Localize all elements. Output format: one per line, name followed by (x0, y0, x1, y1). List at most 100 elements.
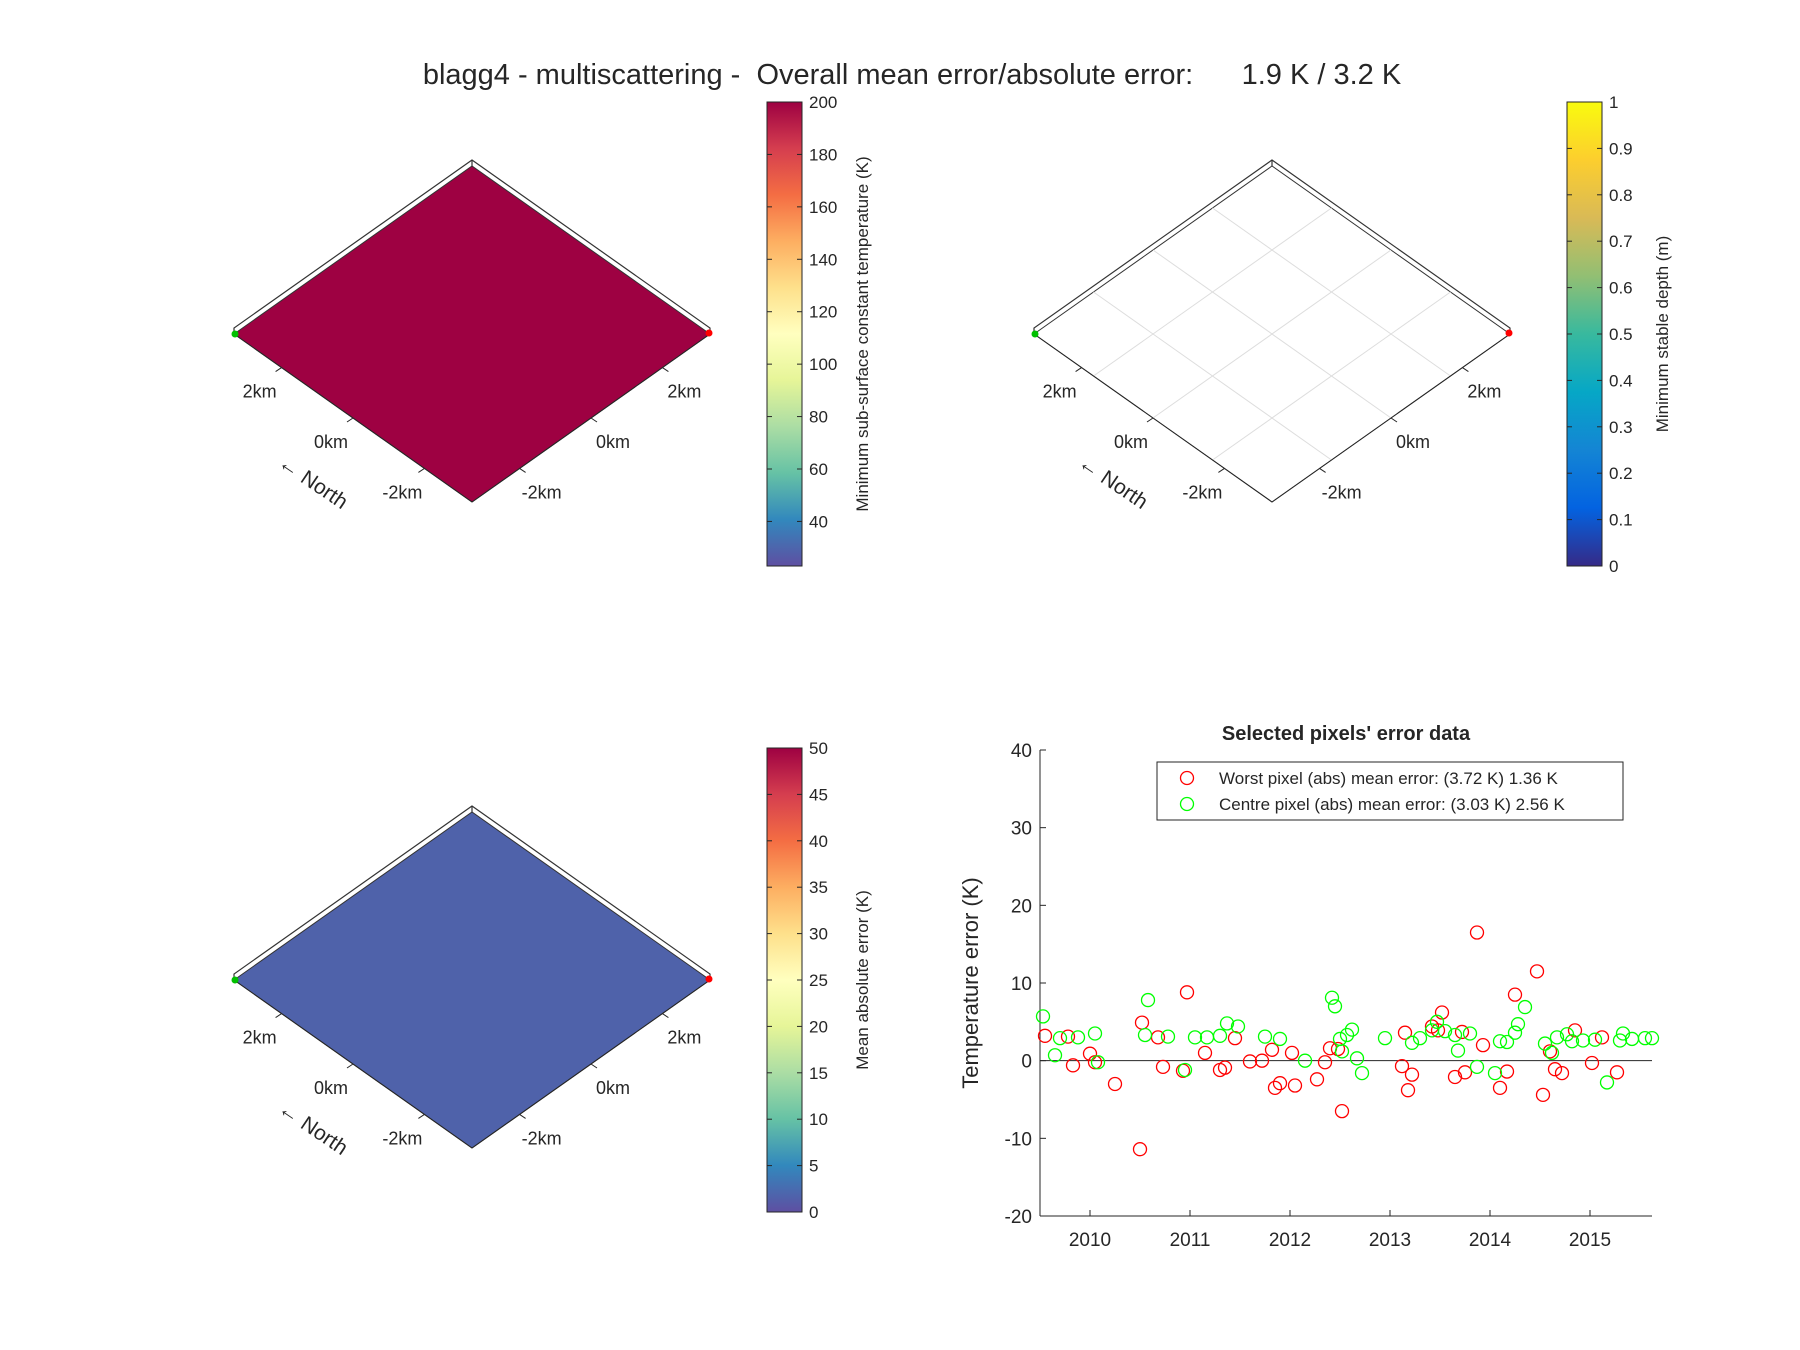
data-point (1324, 990, 1340, 1005)
data-point (1412, 1030, 1428, 1046)
worst-pixel-marker (1505, 329, 1513, 337)
map-axis-b-tick (1390, 417, 1398, 423)
data-point (1394, 1058, 1410, 1074)
data-point (1334, 1044, 1350, 1059)
map-axis-b-tick (662, 1013, 669, 1019)
data-point (1035, 1009, 1051, 1024)
legend-marker (1179, 770, 1195, 786)
colorbar (766, 747, 803, 1213)
data-point (1284, 1045, 1300, 1061)
legend: Worst pixel (abs) mean error: (3.72 K) 1… (1156, 761, 1624, 821)
colorbar-tick-label: 0 (809, 1203, 818, 1222)
map-axis-a-tick (418, 467, 425, 473)
data-point (1499, 1064, 1515, 1079)
data-point (1547, 1062, 1563, 1077)
x-tick-label: 2012 (1269, 1230, 1311, 1251)
colorbar-tick-label: 50 (809, 739, 828, 758)
centre-pixel-marker (231, 976, 239, 984)
data-point (1179, 985, 1195, 1000)
data-point (1587, 1032, 1603, 1047)
data-point (1612, 1033, 1628, 1048)
data-point (1507, 1025, 1523, 1040)
data-point (1287, 1078, 1303, 1093)
y-tick-label: -10 (1005, 1129, 1032, 1150)
map-axis-a-tick (1146, 417, 1154, 423)
data-point (1187, 1030, 1203, 1045)
data-point (1450, 1043, 1466, 1058)
data-point (1377, 1030, 1393, 1046)
north-label: ← North (274, 451, 352, 514)
colorbar-tick-label: 0.7 (1609, 232, 1633, 251)
data-point (1469, 925, 1485, 940)
data-point (1242, 1054, 1258, 1069)
data-point (1230, 1019, 1246, 1034)
data-point (1400, 1083, 1416, 1098)
map-axis-b-tick-label: -2km (522, 482, 562, 502)
y-tick-label: 30 (1011, 819, 1032, 840)
map-grid-line (1152, 249, 1392, 419)
map-axis-b-tick-label: 0km (596, 1078, 630, 1098)
data-point (1199, 1030, 1215, 1045)
map-axis-a-tick (418, 1113, 425, 1119)
colorbar-tick-label: 80 (809, 408, 828, 427)
data-point (1544, 1045, 1560, 1061)
data-point (1212, 1028, 1228, 1043)
data-point (1354, 1065, 1370, 1081)
data-point (1082, 1046, 1098, 1061)
map-axis-a-tick-label: 0km (1114, 432, 1148, 452)
map-axis-a-tick-label: -2km (382, 482, 422, 502)
centre-pixel-marker (231, 330, 239, 338)
data-point (1197, 1045, 1213, 1061)
colorbar-tick-label: 0 (1609, 557, 1618, 576)
centre-pixel-marker (1031, 330, 1039, 338)
colorbar-tick-label: 40 (809, 832, 828, 851)
colorbar-tick-label: 0.5 (1609, 325, 1633, 344)
map-axis-a-tick-label: 0km (314, 1078, 348, 1098)
map-surface (233, 165, 711, 503)
map-axis-b-tick (590, 1063, 598, 1069)
data-point (1047, 1048, 1063, 1063)
data-point (1037, 1028, 1053, 1043)
data-point (1469, 1059, 1485, 1075)
data-point (1254, 1053, 1270, 1068)
data-point (1584, 1055, 1600, 1071)
data-point (1404, 1067, 1420, 1082)
data-point (1492, 1080, 1508, 1095)
map-axis-a-tick (1075, 367, 1082, 373)
data-point (1447, 1069, 1463, 1085)
data-point (1349, 1051, 1365, 1066)
data-point (1542, 1044, 1558, 1059)
map-axis-b-tick (1462, 367, 1469, 373)
colorbar-tick-label: 0.4 (1609, 371, 1633, 390)
data-point (1272, 1076, 1288, 1091)
colorbar-label: Minimum stable depth (m) (1653, 236, 1672, 433)
north-indicator: ← North (274, 1097, 352, 1160)
colorbar-tick-label: 0.2 (1609, 464, 1633, 483)
data-point (1090, 1055, 1106, 1070)
data-point (1087, 1026, 1103, 1041)
data-point (1137, 1027, 1153, 1043)
data-point (1462, 1026, 1478, 1041)
y-tick-label: 10 (1011, 974, 1032, 995)
colorbar-tick-label: 20 (809, 1017, 828, 1036)
data-point (1339, 1027, 1355, 1043)
data-point (1155, 1059, 1171, 1075)
data-point (1535, 1087, 1551, 1102)
colorbar-tick-label: 60 (809, 460, 828, 479)
data-point (1134, 1015, 1150, 1030)
data-point (1594, 1030, 1610, 1045)
data-point (1447, 1027, 1463, 1043)
legend-marker (1179, 796, 1195, 812)
map-axis-a-tick-label: 2km (1043, 382, 1077, 402)
colorbar-tick-label: 0.6 (1609, 279, 1633, 298)
colorbar-tick-label: 120 (809, 303, 837, 322)
data-point (1087, 1055, 1103, 1070)
data-point (1537, 1036, 1553, 1051)
data-point (1217, 1060, 1233, 1075)
data-point (1177, 1062, 1193, 1078)
data-point (1107, 1076, 1123, 1092)
colorbar-tick-label: 15 (809, 1064, 828, 1083)
data-point (1330, 1041, 1346, 1057)
data-point (1219, 1016, 1235, 1031)
